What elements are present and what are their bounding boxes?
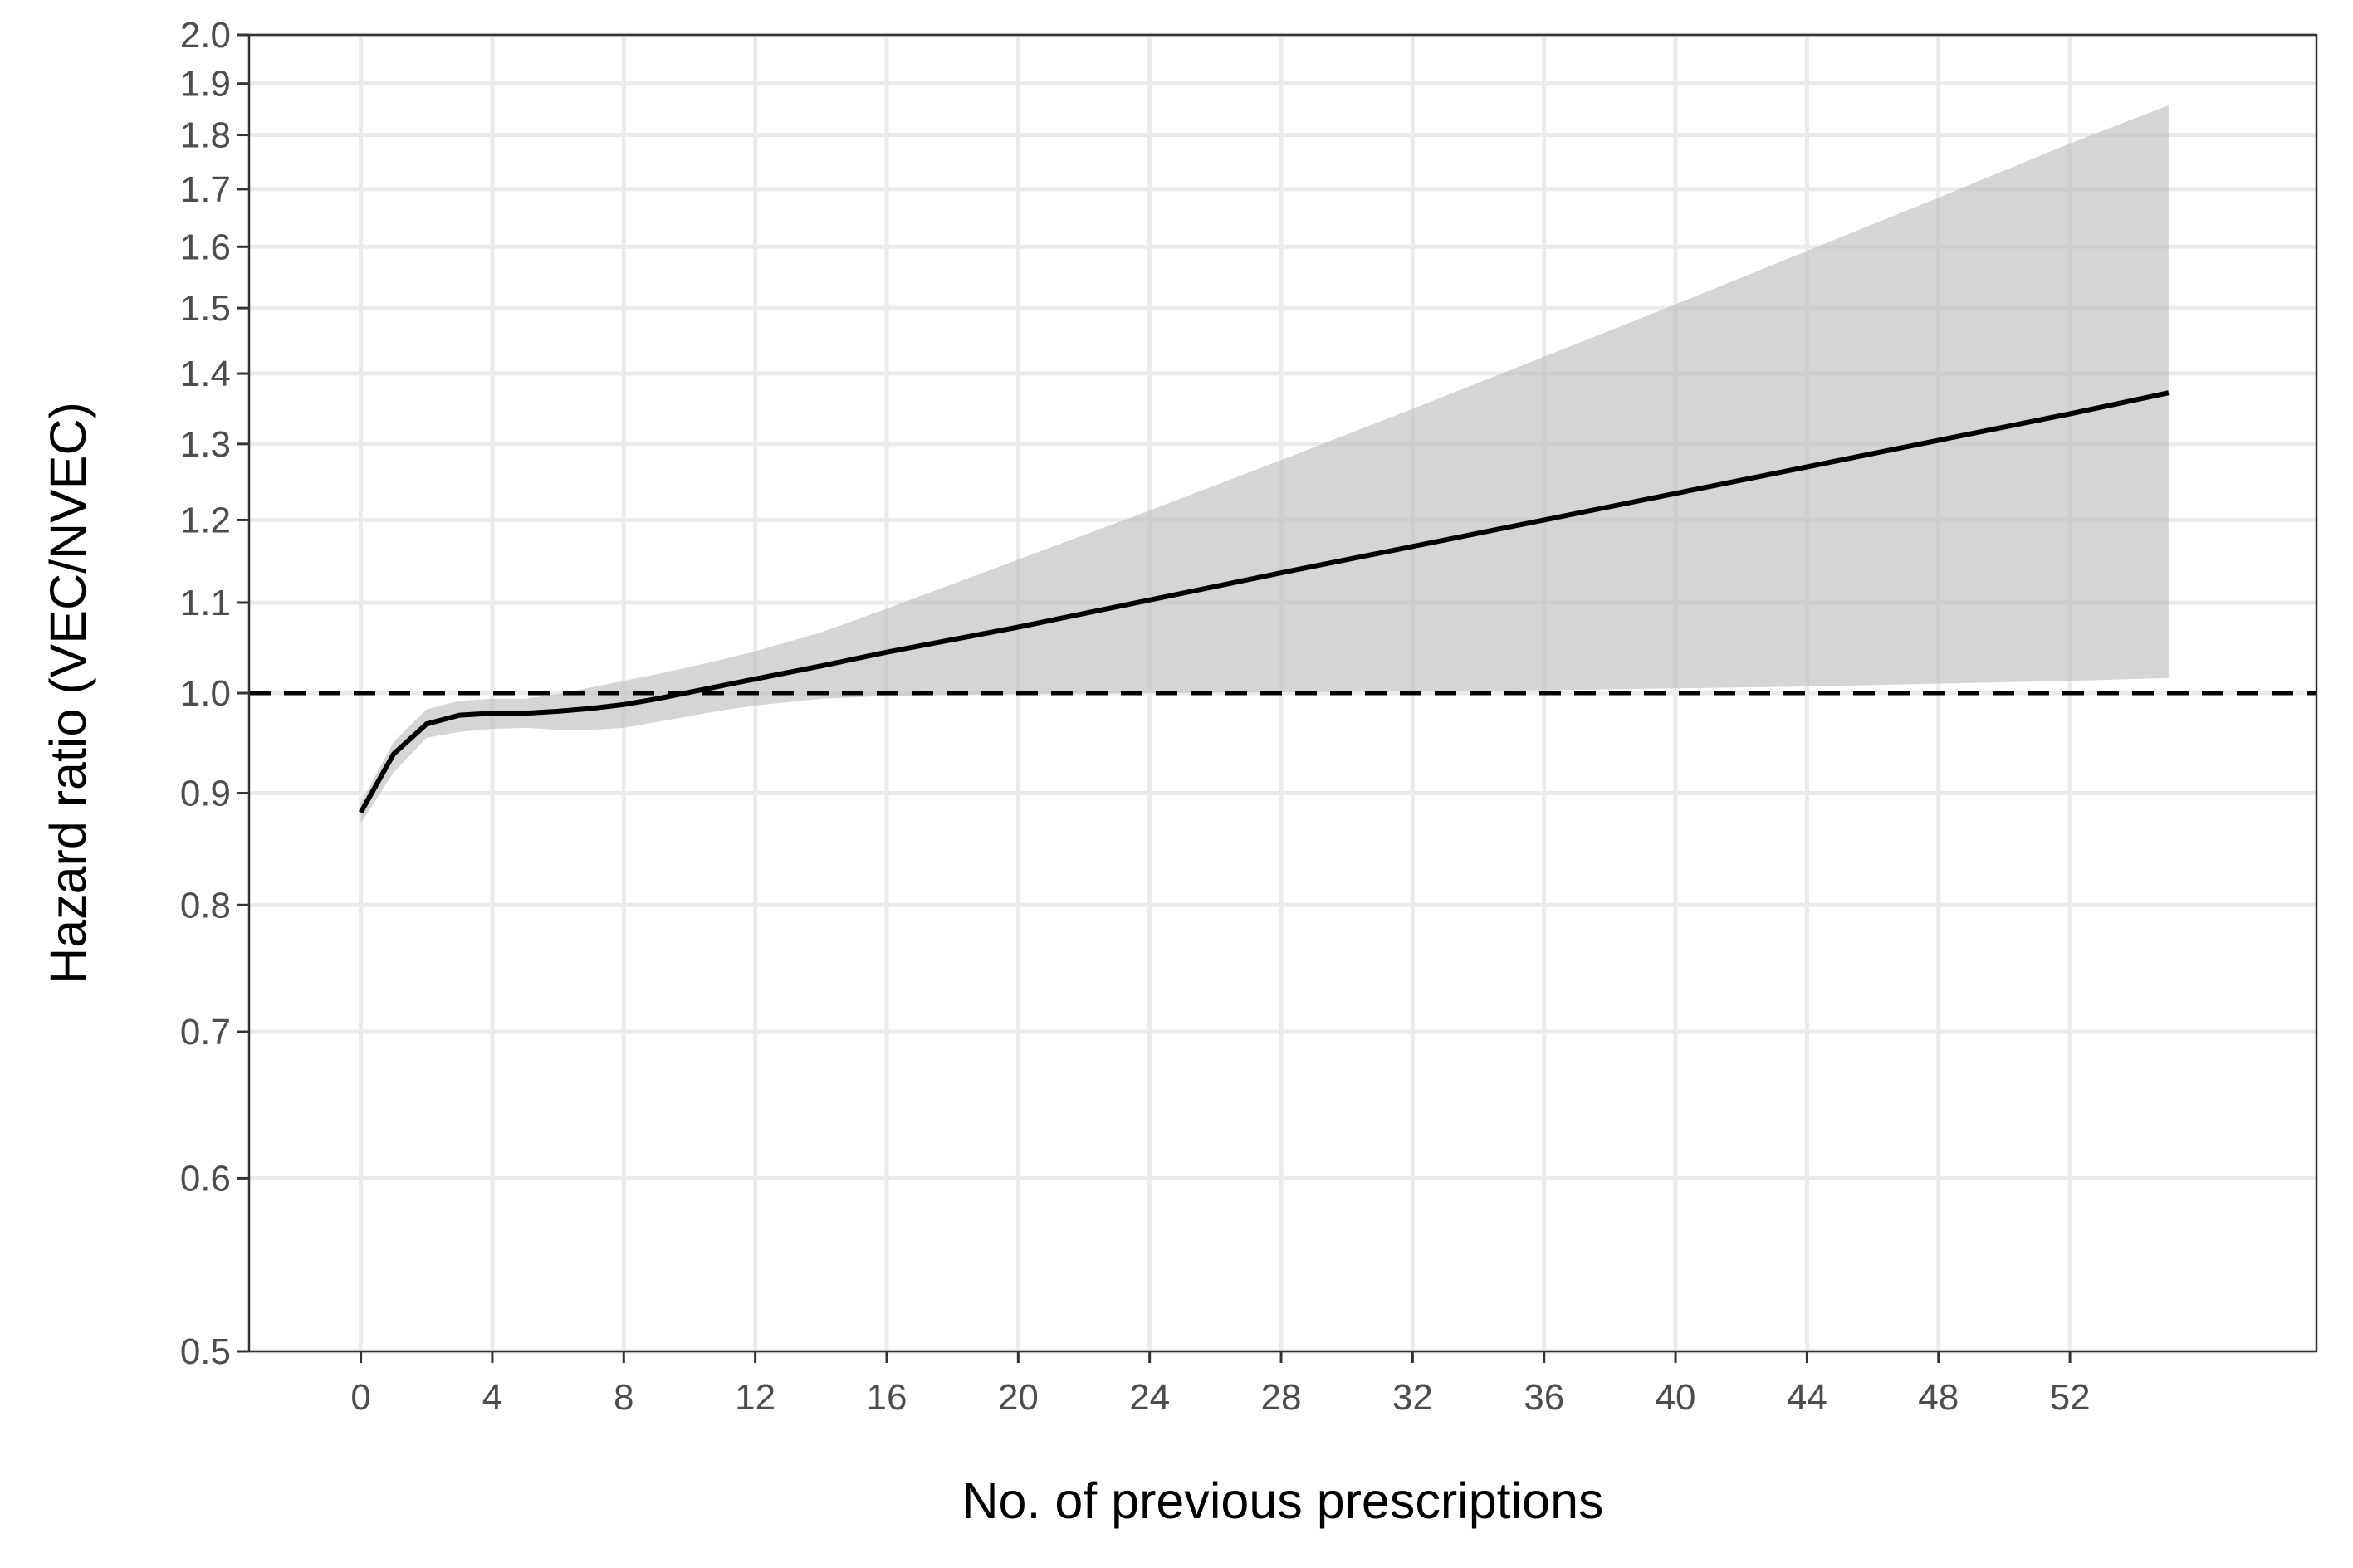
x-tick-label: 28 bbox=[1261, 1377, 1302, 1418]
y-tick-label: 2.0 bbox=[180, 15, 231, 56]
y-tick-label: 1.9 bbox=[180, 64, 231, 105]
x-tick-label: 0 bbox=[350, 1377, 370, 1418]
y-tick-label: 1.5 bbox=[180, 288, 231, 329]
y-axis: 0.5 0.6 0.7 0.8 0.9 1.0 1.1 1.2 1.3 1.4 1.5 1.6 1.7 1… bbox=[180, 15, 249, 1372]
x-tick-label: 4 bbox=[482, 1377, 502, 1418]
y-tick-label: 0.8 bbox=[180, 885, 231, 926]
x-tick-label: 32 bbox=[1392, 1377, 1433, 1418]
y-tick-label: 1.7 bbox=[180, 169, 231, 210]
y-tick-label: 1.1 bbox=[180, 583, 231, 623]
y-tick-label: 1.8 bbox=[180, 115, 231, 156]
x-tick-label: 48 bbox=[1918, 1377, 1959, 1418]
x-tick-label: 52 bbox=[2050, 1377, 2091, 1418]
y-tick-label: 1.6 bbox=[180, 227, 231, 267]
y-tick-label: 0.6 bbox=[180, 1158, 231, 1199]
x-tick-label: 8 bbox=[614, 1377, 634, 1418]
x-axis-title: No. of previous prescriptions bbox=[961, 1473, 1603, 1529]
x-tick-label: 44 bbox=[1787, 1377, 1827, 1418]
x-tick-label: 20 bbox=[998, 1377, 1039, 1418]
y-tick-label: 0.7 bbox=[180, 1012, 231, 1053]
y-axis-title: Hazard ratio (VEC/NVEC) bbox=[40, 402, 96, 984]
y-tick-label: 1.3 bbox=[180, 424, 231, 465]
x-tick-label: 24 bbox=[1129, 1377, 1170, 1418]
series-line bbox=[358, 390, 2170, 814]
x-tick-label: 16 bbox=[867, 1377, 907, 1418]
x-axis: 0 4 8 12 16 20 24 28 32 36 40 44 48 52 bbox=[350, 1351, 2091, 1418]
x-tick-label: 12 bbox=[735, 1377, 775, 1418]
x-tick-label: 40 bbox=[1656, 1377, 1696, 1418]
x-tick-label: 36 bbox=[1524, 1377, 1564, 1418]
y-tick-label: 0.9 bbox=[180, 774, 231, 814]
y-tick-label: 1.2 bbox=[180, 500, 231, 540]
y-tick-label: 1.0 bbox=[180, 673, 231, 714]
confidence-band bbox=[360, 105, 2169, 823]
y-tick-label: 1.4 bbox=[180, 354, 231, 394]
y-tick-label: 0.5 bbox=[180, 1331, 231, 1372]
